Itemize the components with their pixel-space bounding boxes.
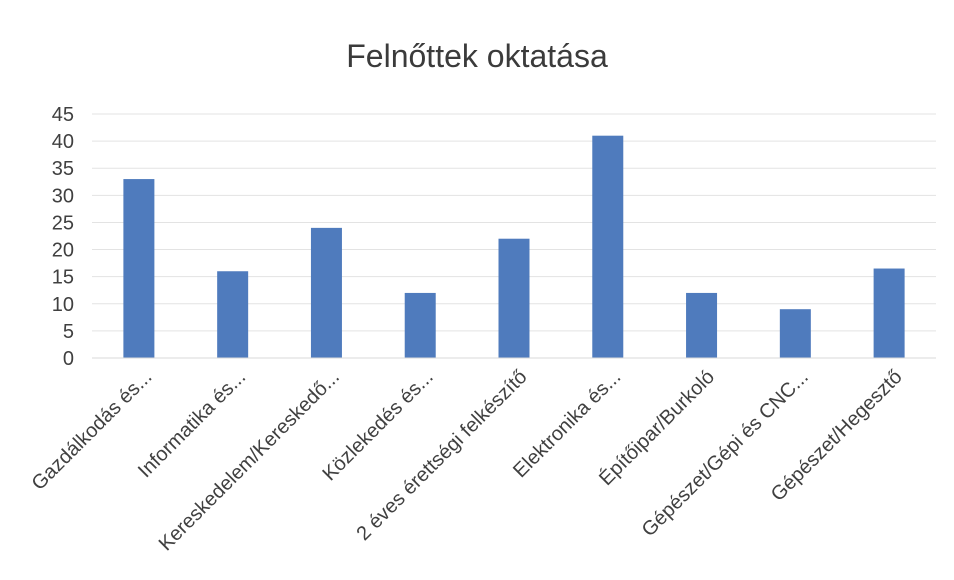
- y-tick-label: 30: [52, 185, 74, 207]
- y-tick-label: 35: [52, 158, 74, 180]
- bar: [217, 271, 249, 358]
- bar: [686, 292, 718, 358]
- bar: [592, 135, 624, 358]
- y-tick-label: 20: [52, 240, 74, 262]
- x-category-label: Gazdálkodás és...: [28, 366, 157, 495]
- bar: [123, 179, 155, 358]
- bar: [779, 309, 811, 358]
- x-category-label: Gépészet/Gépi és CNC...: [638, 366, 813, 541]
- bar: [498, 238, 530, 358]
- y-tick-label: 25: [52, 212, 74, 234]
- y-axis-tick-labels: 0 5 10 15 20 25 30 35 40 45: [52, 104, 74, 370]
- x-category-label: Kereskedelem/Kereskedő...: [155, 366, 344, 555]
- bar: [404, 292, 436, 358]
- y-tick-label: 15: [52, 267, 74, 289]
- bars: [123, 135, 905, 358]
- y-tick-label: 10: [52, 294, 74, 316]
- y-tick-label: 40: [52, 131, 74, 153]
- y-tick-label: 5: [63, 321, 74, 343]
- bar: [873, 268, 905, 358]
- x-category-label: 2 éves érettségi felkészítő: [352, 366, 531, 545]
- x-axis-category-labels: Gazdálkodás és...Informatika és...Keresk…: [28, 365, 907, 555]
- bar: [310, 227, 342, 358]
- y-tick-label: 45: [52, 104, 74, 126]
- y-tick-label: 0: [63, 348, 74, 370]
- chart-title: Felnőttek oktatása: [346, 38, 608, 74]
